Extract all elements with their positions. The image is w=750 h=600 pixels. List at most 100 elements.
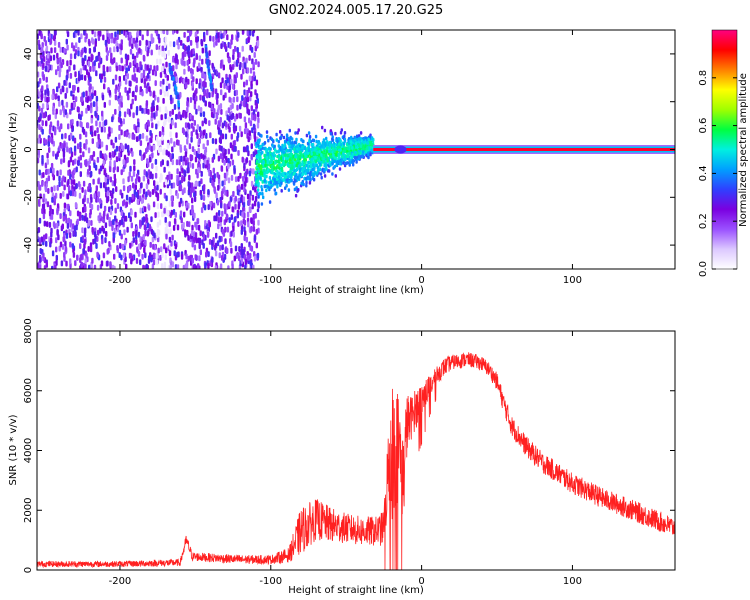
heatmap-cell [90,170,93,177]
heatmap-cell [208,221,211,228]
heatmap-cell [183,60,186,67]
heatmap-cell [52,167,55,174]
heatmap-cell [211,91,214,98]
heatmap-cell [244,259,248,265]
heatmap-cell [101,238,104,245]
heatmap-cell [284,175,288,179]
heatmap-cell [181,167,184,174]
heatmap-cell [192,186,195,193]
heatmap-cell [234,176,238,183]
heatmap-cell [61,133,64,140]
heatmap-cell [169,131,172,138]
heatmap-cell [310,157,314,161]
heatmap-cell [213,215,216,222]
heatmap-cell [290,145,293,149]
heatmap-cell [83,143,86,150]
heatmap-cell [92,65,95,72]
heatmap-cell [156,136,159,143]
heatmap-cell [87,60,91,67]
heatmap-cell [93,90,97,97]
heatmap-cell [239,172,242,179]
heatmap-cell [192,126,195,133]
heatmap-cell [362,137,366,141]
heatmap-cell [325,136,328,141]
heatmap-cell [108,152,112,159]
heatmap-cell [147,119,150,126]
heatmap-cell [69,210,72,217]
heatmap-cell [214,138,218,145]
heatmap-cell [104,186,108,193]
heatmap-cell [257,132,260,136]
heatmap-cell [156,232,159,239]
heatmap-cell [197,167,200,174]
heatmap-cell [58,71,61,78]
heatmap-cell [148,86,151,93]
heatmap-cell [110,52,113,59]
heatmap-cell [152,92,155,98]
heatmap-cell [109,66,112,73]
heatmap-cell [106,32,109,39]
heatmap-cell [57,41,61,48]
heatmap-cell [74,96,78,103]
heatmap-cell [177,94,180,99]
heatmap-cell [183,211,186,218]
heatmap-cell [106,50,109,57]
heatmap-cell [259,148,262,152]
heatmap-cell [211,256,214,263]
heatmap-cell [117,86,120,93]
heatmap-cell [129,242,132,249]
heatmap-cell [111,264,115,269]
heatmap-cell [49,241,52,248]
heatmap-cell [177,139,180,146]
heatmap-cell [223,30,226,36]
heatmap-cell [116,166,119,173]
heatmap-cell [256,252,260,259]
heatmap-cell [143,169,146,176]
heatmap-cell [59,66,62,73]
heatmap-cell [62,191,65,197]
heatmap-cell [84,64,87,71]
heatmap-cell [61,223,64,230]
heatmap-cell [216,98,219,105]
heatmap-cell [183,44,187,51]
heatmap-cell [204,81,207,88]
heatmap-cell [209,78,213,83]
heatmap-cell [238,201,241,208]
heatmap-cell [231,83,235,90]
heatmap-cell [198,55,201,62]
heatmap-cell [247,221,250,228]
heatmap-cell [119,65,122,72]
heatmap-cell [44,162,48,169]
heatmap-cell [37,137,40,144]
heatmap-cell [58,175,61,182]
heatmap-cell [88,183,91,190]
heatmap-cell [109,47,112,54]
heatmap-cell [47,168,50,175]
heatmap-cell [180,155,183,162]
heatmap-cell [144,63,147,70]
heatmap-cell [125,59,129,66]
heatmap-cell [73,145,77,152]
heatmap-cell [114,31,117,38]
heatmap-cell [197,147,200,154]
heatmap-cell [198,237,202,244]
heatmap-cell [185,111,188,118]
heatmap-cell [195,129,198,136]
heatmap-cell [335,152,338,157]
heatmap-cell [66,44,69,51]
heatmap-cell [126,54,130,61]
heatmap-cell [254,182,257,187]
heatmap-cell [69,219,73,226]
heatmap-cell [120,169,123,176]
heatmap-cell [87,246,90,252]
heatmap-cell [134,184,137,191]
heatmap-cell [123,215,127,222]
heatmap-cell [102,213,106,219]
heatmap-cell [118,110,122,117]
heatmap-cell [123,111,127,118]
heatmap-cell [268,155,272,160]
heatmap-cell [325,152,328,156]
heatmap-cell [129,165,132,172]
heatmap-cell [214,250,218,257]
heatmap-cell [367,155,370,160]
